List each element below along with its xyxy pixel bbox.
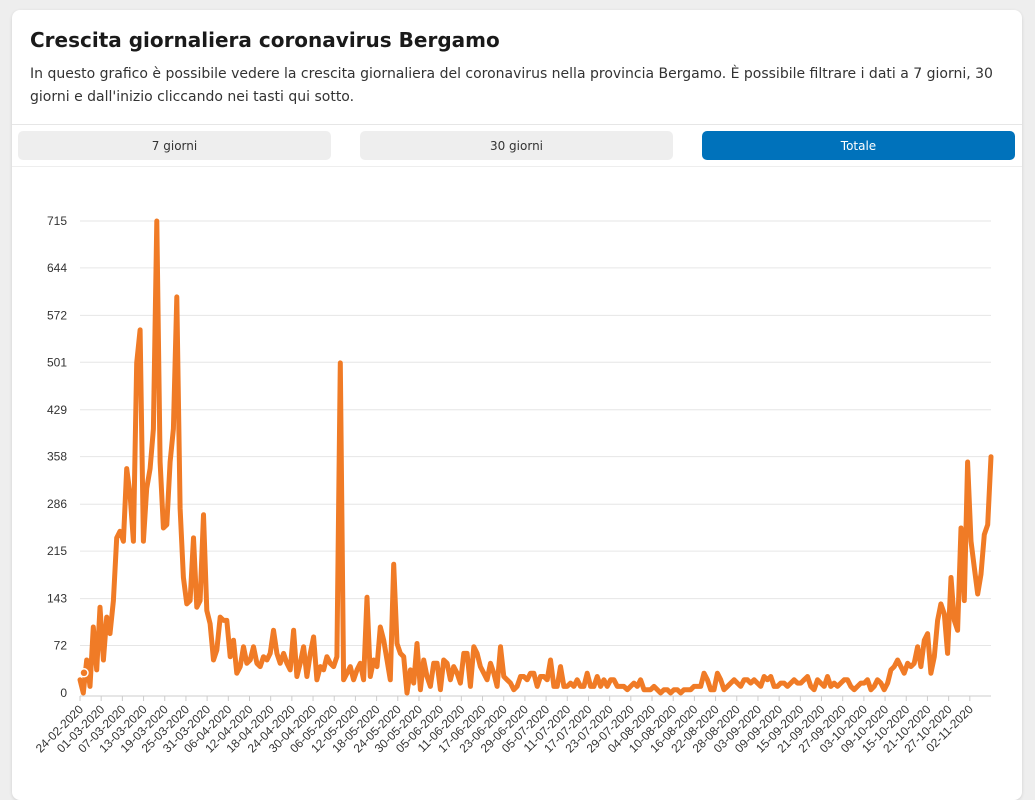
y-tick-label: 143	[47, 592, 67, 606]
header-divider	[12, 124, 1022, 125]
y-tick-label: 572	[47, 308, 67, 322]
y-tick-label: 286	[47, 497, 67, 511]
y-tick-label: 358	[47, 450, 67, 464]
y-tick-label: 429	[47, 403, 67, 417]
chart-description: In questo grafico è possibile vedere la …	[30, 66, 993, 105]
y-tick-label: 501	[47, 355, 67, 369]
y-tick-label: 715	[47, 214, 67, 228]
filter-30-days-button[interactable]: 30 giorni	[360, 131, 673, 160]
filter-divider	[12, 166, 1022, 167]
chart-title: Crescita giornaliera coronavirus Bergamo	[30, 28, 500, 52]
y-tick-label: 644	[47, 261, 67, 275]
series-line	[77, 218, 994, 696]
y-tick-label: 215	[47, 544, 67, 558]
filter-7-days-button[interactable]: 7 giorni	[18, 131, 331, 160]
filter-total-button[interactable]: Totale	[702, 131, 1015, 160]
y-tick-label: 0	[60, 686, 67, 700]
y-tick-label: 72	[54, 638, 68, 652]
data-point-marker	[79, 668, 89, 678]
